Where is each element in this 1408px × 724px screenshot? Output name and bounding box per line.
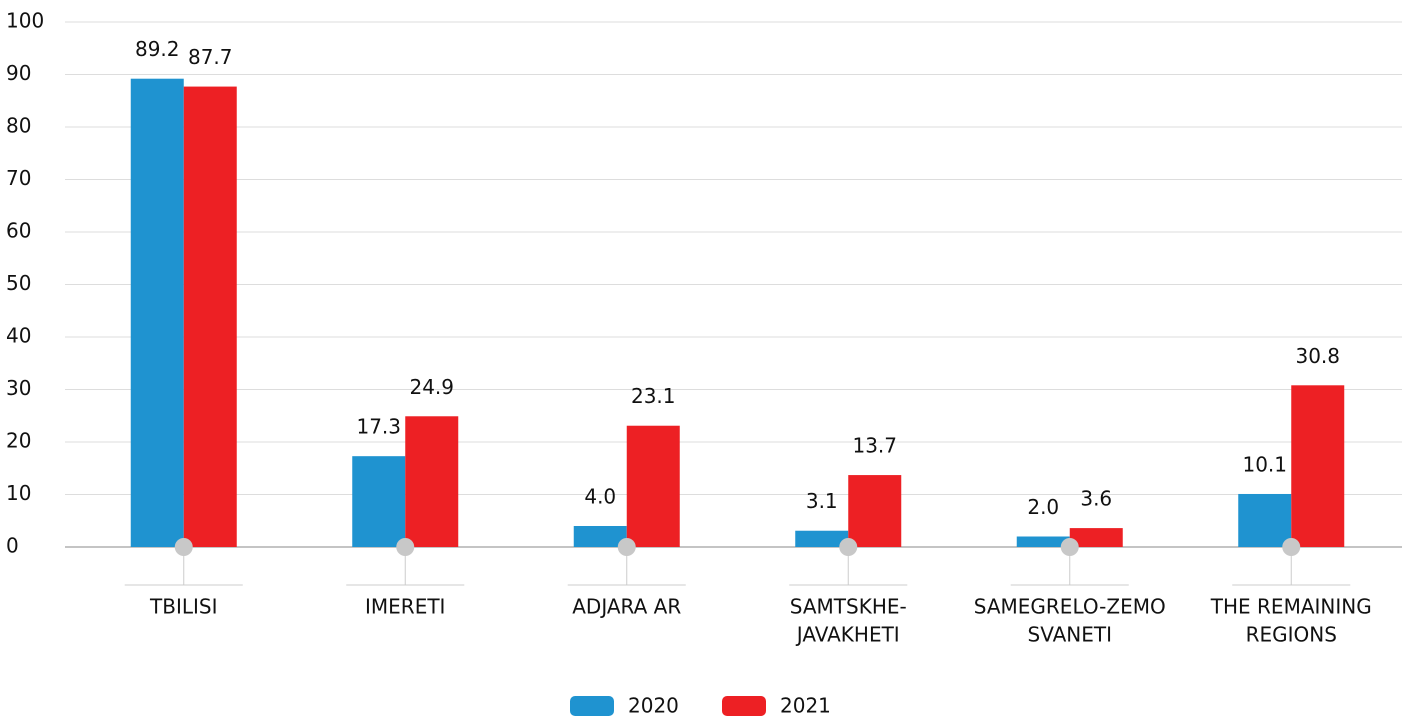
y-tick-label: 40 [6,324,31,348]
value-label: 3.6 [1080,487,1112,511]
y-tick-label: 0 [6,534,19,558]
value-label: 30.8 [1295,344,1340,368]
x-tick-label: THE REMAINING [1210,595,1372,619]
bar [848,475,902,547]
value-label: 87.7 [188,45,233,69]
y-tick-label: 70 [6,166,31,190]
value-label: 23.1 [631,384,676,408]
y-tick-label: 20 [6,429,31,453]
y-tick-label: 60 [6,219,31,243]
value-label: 4.0 [584,485,616,509]
legend-swatch [570,696,614,716]
category-dot [396,538,415,556]
value-label: 17.3 [356,415,401,439]
category-dot [1282,538,1301,556]
y-tick-label: 50 [6,271,31,295]
x-tick-label: REGIONS [1246,623,1337,647]
value-label: 10.1 [1242,452,1287,476]
x-tick-label: SVANETI [1028,623,1113,647]
bar [183,86,237,547]
y-tick-label: 30 [6,376,31,400]
value-label: 3.1 [806,489,838,513]
bar [405,416,459,547]
value-label: 24.9 [409,375,454,399]
bar [626,425,680,547]
x-tick-label: SAMEGRELO-ZEMO [974,595,1166,619]
x-tick-label: TBILISI [149,595,217,619]
bar [1069,528,1123,547]
category-dot [839,538,858,556]
bar [1238,493,1292,547]
x-tick-label: JAVAKHETI [795,623,900,647]
bar [130,78,184,547]
category-dot [1060,538,1079,556]
y-tick-label: 10 [6,481,31,505]
bar [1016,536,1070,547]
bar [1291,385,1345,547]
x-tick-label: ADJARA AR [572,595,681,619]
value-label: 2.0 [1027,495,1059,519]
value-label: 89.2 [135,37,180,61]
bar [573,526,627,547]
bar [795,530,849,547]
y-tick-label: 100 [6,9,44,33]
legend-label: 2021 [780,694,831,718]
x-tick-label: SAMTSKHE- [790,595,907,619]
x-tick-label: IMERETI [365,595,445,619]
legend-label: 2020 [628,694,679,718]
y-tick-label: 90 [6,61,31,85]
legend-swatch [722,696,766,716]
y-tick-label: 80 [6,114,31,138]
category-dot [174,538,193,556]
category-dot [617,538,636,556]
bar [352,456,406,547]
value-label: 13.7 [852,434,897,458]
